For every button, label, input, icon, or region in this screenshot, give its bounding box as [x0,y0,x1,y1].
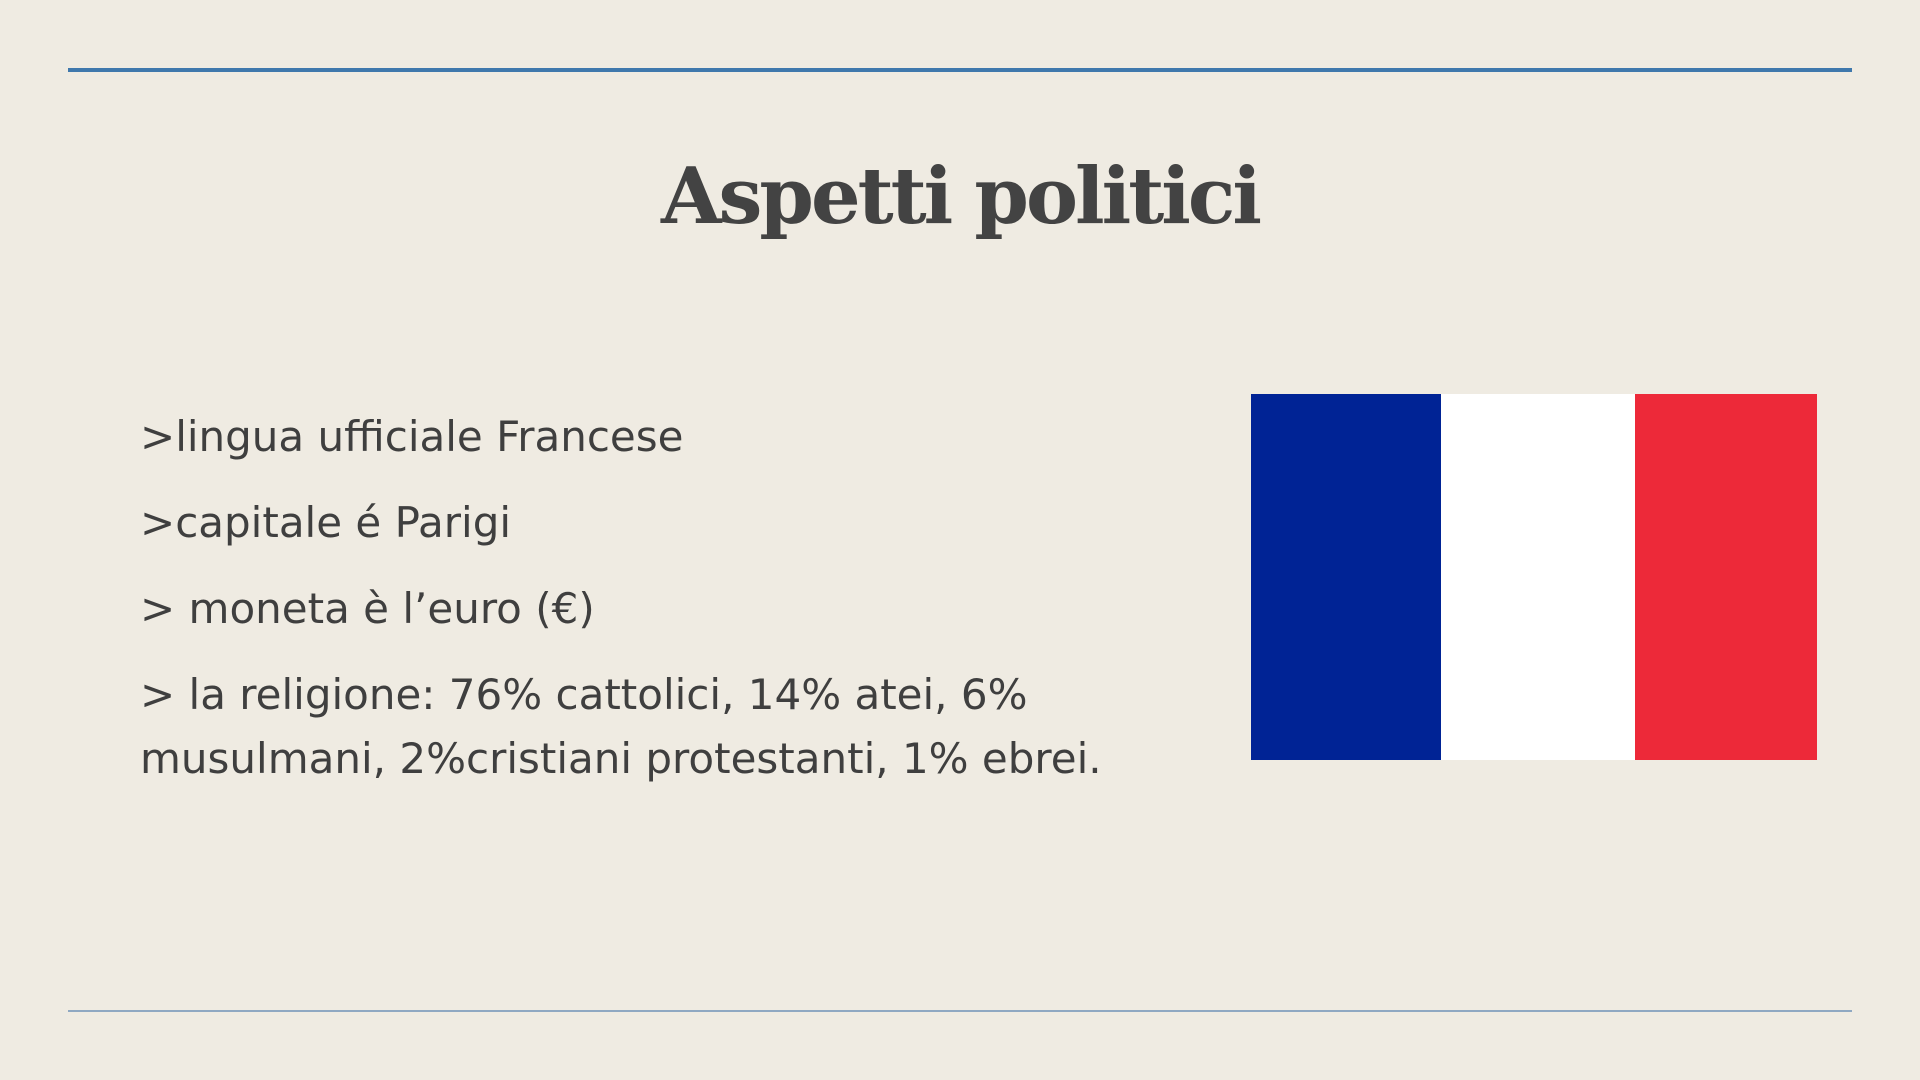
bullet-currency: > moneta è l’euro (€) [140,584,595,633]
bullet-list: >lingua ufficiale Francese >capitale é P… [140,405,1170,813]
bullet-language: >lingua ufficiale Francese [140,412,684,461]
bottom-divider [68,1010,1852,1012]
flag-blue-band [1251,394,1441,760]
flag-red-band [1635,394,1817,760]
slide-title: Aspetti politici [660,151,1262,242]
bullet-capital: >capitale é Parigi [140,498,512,547]
flag-white-band [1441,394,1635,760]
france-flag-image [1251,394,1817,760]
top-divider [68,68,1852,72]
bullet-religion: > la religione: 76% cattolici, 14% atei,… [140,670,1102,783]
